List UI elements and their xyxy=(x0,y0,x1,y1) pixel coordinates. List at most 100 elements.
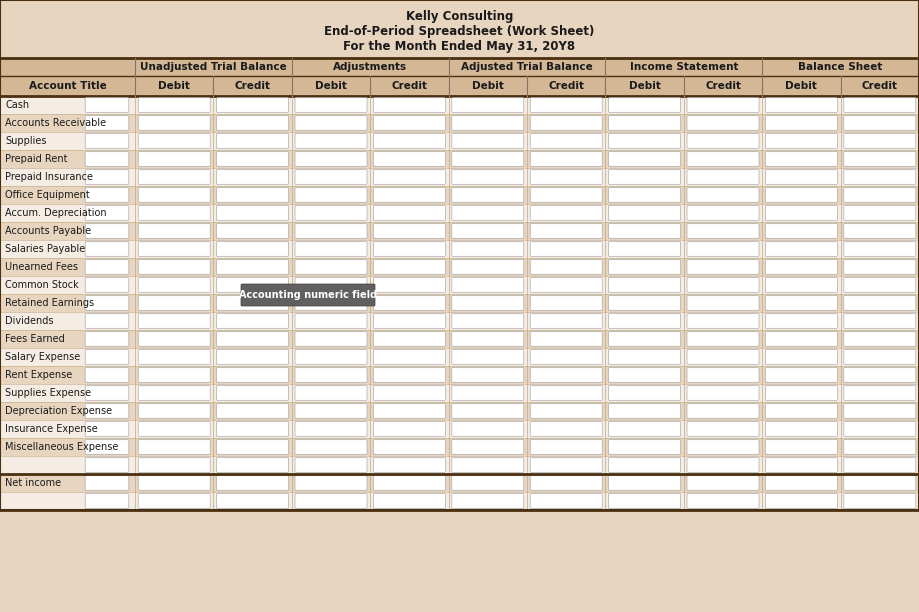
FancyBboxPatch shape xyxy=(85,458,129,472)
Bar xyxy=(0,258,919,276)
FancyBboxPatch shape xyxy=(687,332,759,346)
FancyBboxPatch shape xyxy=(608,476,681,490)
FancyBboxPatch shape xyxy=(85,422,129,436)
FancyBboxPatch shape xyxy=(373,476,446,490)
FancyBboxPatch shape xyxy=(687,116,759,130)
Bar xyxy=(0,58,919,76)
FancyBboxPatch shape xyxy=(138,368,210,382)
FancyBboxPatch shape xyxy=(241,284,375,306)
FancyBboxPatch shape xyxy=(687,439,759,454)
FancyBboxPatch shape xyxy=(295,349,367,364)
Text: Prepaid Rent: Prepaid Rent xyxy=(5,154,67,164)
FancyBboxPatch shape xyxy=(687,404,759,418)
FancyBboxPatch shape xyxy=(687,349,759,364)
FancyBboxPatch shape xyxy=(766,439,837,454)
FancyBboxPatch shape xyxy=(295,224,367,238)
FancyBboxPatch shape xyxy=(530,332,602,346)
FancyBboxPatch shape xyxy=(138,439,210,454)
FancyBboxPatch shape xyxy=(530,404,602,418)
FancyBboxPatch shape xyxy=(766,206,837,220)
FancyBboxPatch shape xyxy=(295,439,367,454)
FancyBboxPatch shape xyxy=(452,368,524,382)
Text: Accounting numeric field: Accounting numeric field xyxy=(239,290,377,300)
FancyBboxPatch shape xyxy=(452,332,524,346)
FancyBboxPatch shape xyxy=(452,188,524,203)
FancyBboxPatch shape xyxy=(373,278,446,293)
Bar xyxy=(0,474,919,492)
FancyBboxPatch shape xyxy=(373,242,446,256)
FancyBboxPatch shape xyxy=(844,278,916,293)
FancyBboxPatch shape xyxy=(217,242,289,256)
FancyBboxPatch shape xyxy=(217,439,289,454)
FancyBboxPatch shape xyxy=(138,170,210,184)
FancyBboxPatch shape xyxy=(687,224,759,238)
Text: Retained Earnings: Retained Earnings xyxy=(5,298,94,308)
FancyBboxPatch shape xyxy=(687,494,759,509)
Text: Office Equipment: Office Equipment xyxy=(5,190,90,200)
Text: Debit: Debit xyxy=(471,81,504,91)
FancyBboxPatch shape xyxy=(844,259,916,274)
FancyBboxPatch shape xyxy=(608,206,681,220)
FancyBboxPatch shape xyxy=(844,368,916,382)
FancyBboxPatch shape xyxy=(295,278,367,293)
Bar xyxy=(0,276,919,294)
FancyBboxPatch shape xyxy=(217,152,289,166)
FancyBboxPatch shape xyxy=(530,133,602,148)
Text: Credit: Credit xyxy=(862,81,898,91)
FancyBboxPatch shape xyxy=(608,116,681,130)
FancyBboxPatch shape xyxy=(530,296,602,310)
Bar xyxy=(0,438,919,456)
Bar xyxy=(0,420,919,438)
FancyBboxPatch shape xyxy=(844,314,916,328)
FancyBboxPatch shape xyxy=(373,458,446,472)
FancyBboxPatch shape xyxy=(452,296,524,310)
Text: Income Statement: Income Statement xyxy=(630,62,738,72)
FancyBboxPatch shape xyxy=(687,368,759,382)
FancyBboxPatch shape xyxy=(138,349,210,364)
FancyBboxPatch shape xyxy=(295,242,367,256)
Bar xyxy=(0,114,919,132)
FancyBboxPatch shape xyxy=(687,314,759,328)
FancyBboxPatch shape xyxy=(295,314,367,328)
FancyBboxPatch shape xyxy=(138,259,210,274)
FancyBboxPatch shape xyxy=(608,170,681,184)
FancyBboxPatch shape xyxy=(373,133,446,148)
FancyBboxPatch shape xyxy=(452,494,524,509)
FancyBboxPatch shape xyxy=(138,188,210,203)
FancyBboxPatch shape xyxy=(766,494,837,509)
FancyBboxPatch shape xyxy=(138,224,210,238)
Bar xyxy=(0,96,919,114)
Bar xyxy=(0,330,919,348)
FancyBboxPatch shape xyxy=(295,116,367,130)
FancyBboxPatch shape xyxy=(687,422,759,436)
FancyBboxPatch shape xyxy=(844,494,916,509)
Text: Credit: Credit xyxy=(705,81,741,91)
FancyBboxPatch shape xyxy=(608,259,681,274)
FancyBboxPatch shape xyxy=(608,224,681,238)
FancyBboxPatch shape xyxy=(530,170,602,184)
FancyBboxPatch shape xyxy=(766,332,837,346)
FancyBboxPatch shape xyxy=(608,133,681,148)
FancyBboxPatch shape xyxy=(85,133,129,148)
FancyBboxPatch shape xyxy=(608,386,681,400)
FancyBboxPatch shape xyxy=(295,296,367,310)
FancyBboxPatch shape xyxy=(85,259,129,274)
FancyBboxPatch shape xyxy=(217,224,289,238)
Text: Debit: Debit xyxy=(629,81,661,91)
FancyBboxPatch shape xyxy=(138,206,210,220)
FancyBboxPatch shape xyxy=(452,152,524,166)
Text: Supplies Expense: Supplies Expense xyxy=(5,388,91,398)
FancyBboxPatch shape xyxy=(844,170,916,184)
FancyBboxPatch shape xyxy=(844,152,916,166)
FancyBboxPatch shape xyxy=(138,386,210,400)
FancyBboxPatch shape xyxy=(608,349,681,364)
Text: Account Title: Account Title xyxy=(28,81,107,91)
FancyBboxPatch shape xyxy=(687,458,759,472)
FancyBboxPatch shape xyxy=(295,170,367,184)
FancyBboxPatch shape xyxy=(530,476,602,490)
Bar xyxy=(0,348,919,366)
FancyBboxPatch shape xyxy=(217,296,289,310)
FancyBboxPatch shape xyxy=(138,116,210,130)
FancyBboxPatch shape xyxy=(766,98,837,112)
FancyBboxPatch shape xyxy=(452,206,524,220)
